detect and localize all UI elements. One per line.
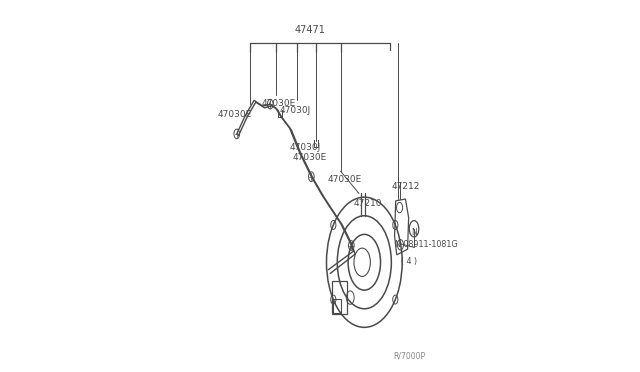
Text: 47030E: 47030E (293, 153, 327, 161)
Text: 47030E: 47030E (218, 110, 252, 119)
Text: 47030E: 47030E (262, 99, 296, 108)
Text: N: N (412, 228, 417, 237)
Text: 47030J: 47030J (280, 106, 311, 115)
Text: N 08911-1081G: N 08911-1081G (395, 240, 457, 249)
Text: R/7000P: R/7000P (394, 352, 426, 360)
Text: 47030J: 47030J (290, 143, 321, 152)
Text: 47471: 47471 (295, 25, 326, 35)
Text: 47210: 47210 (353, 199, 382, 208)
Text: ( 4 ): ( 4 ) (401, 257, 417, 266)
Text: 47212: 47212 (391, 182, 420, 191)
Text: 47030E: 47030E (328, 175, 362, 184)
